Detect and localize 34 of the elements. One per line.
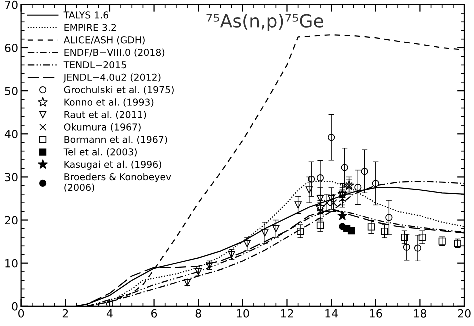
chart-title: ⁷⁵As(n,p)⁷⁵Ge: [206, 14, 324, 32]
y-tick-label: 0: [12, 302, 18, 311]
y-tick-label: 70: [5, 0, 18, 10]
legend-label: TALYS 1.6: [64, 12, 109, 19]
y-tick-label: 20: [5, 216, 18, 225]
legend-label: ENDF/B−VIII.0 (2018): [64, 48, 165, 58]
legend-label: Kasugai et al. (1996): [64, 160, 162, 170]
x-tick-label: 14: [326, 310, 338, 318]
legend-label: Raut et al. (2011): [64, 111, 146, 120]
legend-label: JENDL−4.0u2 (2012): [63, 74, 161, 83]
x-tick-label: 2: [62, 309, 68, 318]
y-tick-label: 10: [6, 259, 18, 268]
legend-label: TENDL−2015: [64, 61, 126, 69]
legend-label: Grochulski et al. (1975): [64, 86, 174, 95]
x-tick-label: 18: [414, 309, 427, 318]
x-tick-label: 12: [281, 309, 294, 318]
x-tick-label: 6: [152, 309, 158, 318]
legend-label: Konno et al. (1993): [64, 98, 154, 108]
x-tick-label: 20: [458, 309, 471, 318]
x-tick-label: 16: [370, 309, 382, 318]
y-tick-label: 40: [4, 130, 18, 139]
legend-label: EMPIRE 3.2: [64, 24, 116, 32]
y-tick-label: 60: [5, 44, 18, 52]
legend-label: Tel et al. (2003): [64, 148, 137, 157]
y-tick-label: 50: [5, 87, 18, 96]
x-tick-label: 8: [196, 309, 202, 318]
legend-label: ALICE/ASH (GDH): [64, 36, 145, 45]
x-tick-label: 4: [106, 310, 113, 318]
legend-label: Okumura (1967): [64, 124, 141, 132]
x-tick-label: 0: [18, 309, 24, 318]
legend-label: Broeders & Konobeyev (2006): [64, 173, 172, 192]
legend-label: Bormann et al. (1967): [64, 136, 168, 144]
y-tick-label: 30: [5, 173, 18, 182]
x-tick-label: 10: [237, 309, 250, 318]
